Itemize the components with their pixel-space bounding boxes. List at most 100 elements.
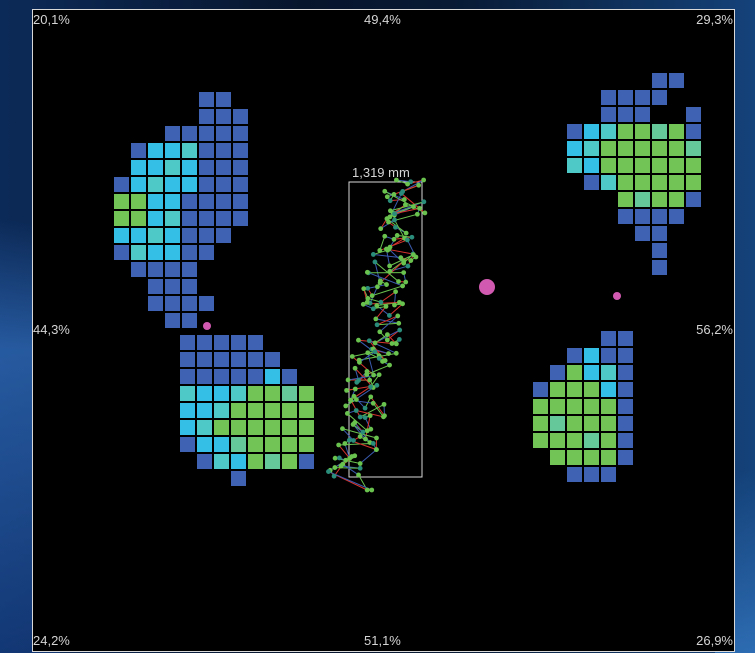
pressure-cell: [299, 454, 314, 469]
trace-point: [357, 434, 363, 439]
pressure-cell: [197, 352, 212, 367]
pressure-cell: [635, 192, 650, 207]
trace-segment: [359, 403, 385, 418]
pressure-cell: [265, 454, 280, 469]
pressure-cell: [114, 228, 129, 243]
pressure-cell: [214, 454, 229, 469]
balance-top-center: 49,4%: [364, 12, 401, 27]
trace-point: [383, 304, 389, 309]
pressure-cell: [584, 416, 599, 431]
pressure-cell: [265, 437, 280, 452]
trace-segment: [394, 207, 420, 215]
trace-point: [326, 469, 331, 474]
trace-point: [380, 359, 385, 364]
pressure-cell: [584, 382, 599, 397]
pressure-cell: [148, 296, 163, 311]
trace-point: [404, 237, 410, 243]
pressure-cell: [618, 416, 633, 431]
trace-segment: [368, 340, 386, 361]
trace-segment: [394, 219, 405, 239]
pressure-cell: [550, 382, 565, 397]
pressure-cell: [197, 386, 212, 401]
trace-point: [362, 405, 368, 411]
pressure-cell: [165, 160, 180, 175]
pressure-cell: [199, 109, 214, 124]
pressure-cell: [233, 143, 248, 158]
trace-point: [362, 415, 368, 421]
pressure-cell: [618, 107, 633, 122]
trace-point: [421, 199, 427, 205]
right-forefoot-pressure-grid: [567, 73, 701, 275]
trace-point: [357, 461, 363, 466]
pressure-cell: [567, 433, 582, 448]
trace-point: [377, 329, 383, 335]
trace-point: [368, 394, 374, 400]
trace-point: [384, 337, 390, 343]
trace-point: [376, 355, 382, 361]
trace-point: [340, 461, 346, 467]
trace-segment: [338, 444, 351, 459]
pressure-cell: [567, 399, 582, 414]
pressure-cell: [584, 450, 599, 465]
trace-segment: [352, 424, 366, 440]
trace-segment: [342, 428, 354, 441]
pressure-cell: [584, 141, 599, 156]
trace-point: [393, 341, 399, 347]
pressure-cell: [231, 403, 246, 418]
pressure-cell: [669, 209, 684, 224]
trace-segment: [389, 265, 409, 272]
pressure-cell: [686, 141, 701, 156]
trace-segment: [359, 351, 376, 363]
pressure-cell: [265, 403, 280, 418]
left-foot-cop-marker: [203, 322, 211, 330]
pressure-cell: [601, 331, 616, 346]
pressure-cell: [618, 90, 633, 105]
pressure-cell: [216, 109, 231, 124]
force-plate-view[interactable]: 1,319 mm 20,1% 49,4% 29,3% 44,3% 56,2% 2…: [32, 9, 735, 652]
pressure-cell: [216, 92, 231, 107]
pressure-cell: [216, 143, 231, 158]
pressure-cell: [533, 433, 548, 448]
pressure-cell: [669, 141, 684, 156]
trace-point: [367, 413, 373, 419]
pressure-cell: [148, 177, 163, 192]
pressure-cell: [214, 403, 229, 418]
left-heel-pressure-grid: [180, 335, 314, 486]
trace-point: [384, 282, 389, 287]
pressure-cell: [601, 416, 616, 431]
pressure-cell: [199, 296, 214, 311]
trace-segment: [375, 318, 399, 324]
pressure-cell: [165, 228, 180, 243]
pressure-cell: [584, 365, 599, 380]
pressure-cell: [199, 143, 214, 158]
pressure-cell: [199, 92, 214, 107]
pressure-cell: [182, 126, 197, 141]
trace-segment: [374, 334, 388, 344]
pressure-cell: [533, 416, 548, 431]
pressure-cell: [601, 433, 616, 448]
pressure-cell: [182, 194, 197, 209]
sway-path-length-label: 1,319 mm: [352, 165, 410, 180]
trace-point: [361, 286, 367, 292]
trace-point: [396, 279, 401, 284]
trace-point: [349, 354, 355, 359]
pressure-cell: [180, 335, 195, 350]
pressure-cell: [231, 386, 246, 401]
trace-point: [356, 472, 361, 478]
trace-point: [372, 340, 378, 346]
pressure-cell: [199, 228, 214, 243]
trace-point: [421, 177, 427, 183]
trace-point: [411, 252, 416, 258]
pressure-cell: [197, 335, 212, 350]
pressure-cell: [248, 386, 263, 401]
trace-segment: [342, 463, 359, 476]
pressure-cell: [214, 352, 229, 367]
pressure-cell: [199, 245, 214, 260]
trace-point: [405, 181, 410, 187]
pressure-cell: [601, 399, 616, 414]
trace-point: [376, 372, 382, 378]
trace-point: [393, 289, 398, 295]
trace-segment: [347, 413, 368, 432]
pressure-cell: [182, 313, 197, 328]
pressure-cell: [618, 450, 633, 465]
